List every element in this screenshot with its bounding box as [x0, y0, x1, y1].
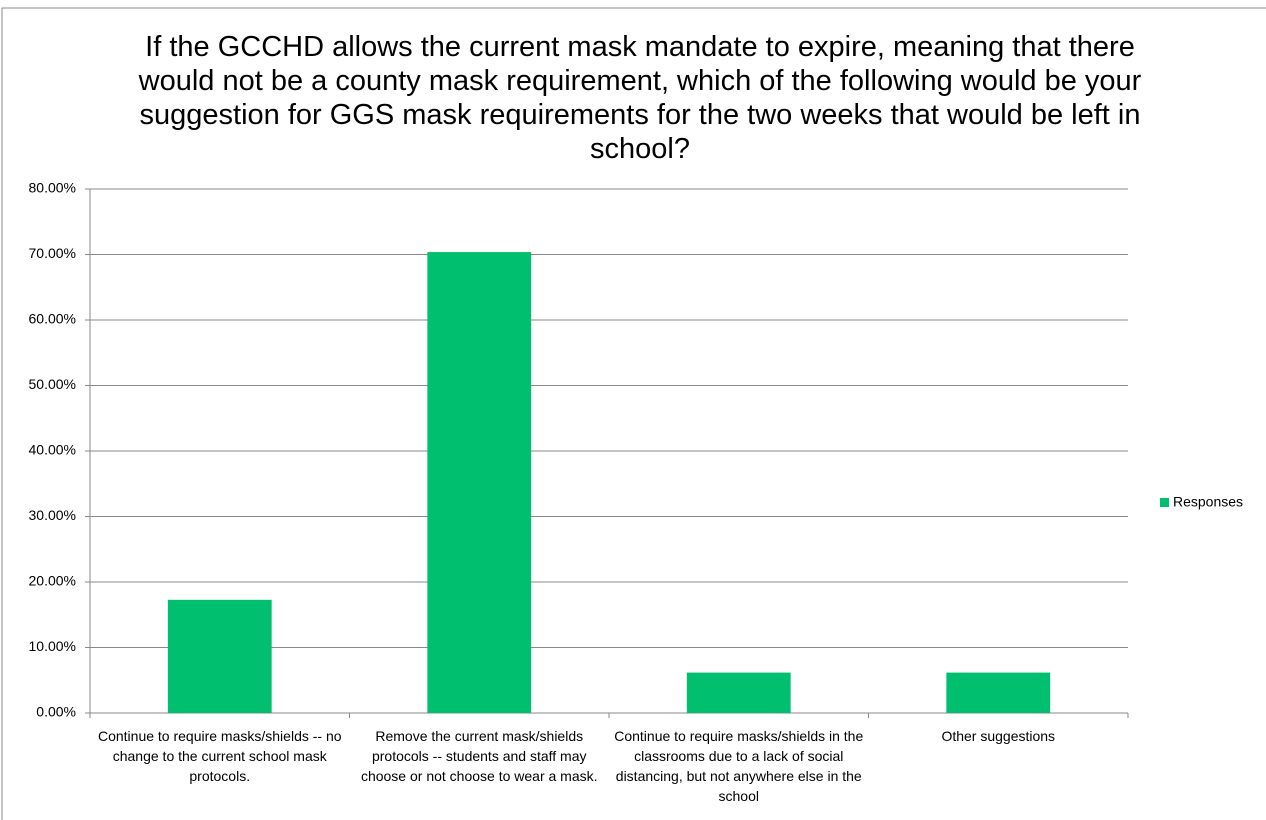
y-tick-label: 60.00% [29, 311, 76, 327]
y-tick-label: 70.00% [29, 245, 76, 261]
y-tick-label: 20.00% [29, 573, 76, 589]
y-tick-label: 30.00% [29, 507, 76, 523]
y-tick-label: 40.00% [29, 442, 76, 458]
x-tick-label: Continue to require masks/shields -- no … [97, 728, 342, 784]
bar [686, 672, 791, 713]
bar [167, 599, 272, 713]
chart-border [1, 7, 1266, 820]
legend-label: Responses [1173, 494, 1243, 510]
x-tick-label: Remove the current mask/shields protocol… [360, 728, 598, 784]
x-tick-label: Continue to require masks/shields in the… [614, 728, 864, 804]
bar [946, 672, 1051, 713]
y-tick-label: 10.00% [29, 638, 76, 654]
bar [427, 252, 532, 714]
chart-title: If the GCCHD allows the current mask man… [138, 31, 1142, 165]
x-tick-label: Other suggestions [941, 728, 1056, 744]
y-tick-label: 50.00% [29, 376, 76, 392]
y-tick-label: 80.00% [29, 180, 76, 196]
y-tick-label: 0.00% [36, 704, 76, 720]
legend-swatch [1160, 498, 1169, 507]
